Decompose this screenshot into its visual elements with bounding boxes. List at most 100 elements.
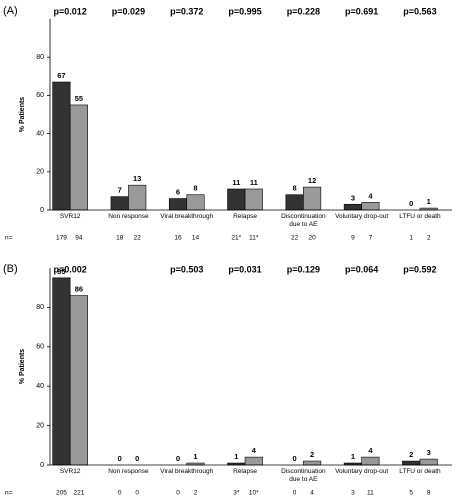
value-label: 4 <box>368 191 373 200</box>
value-label: 0 <box>135 454 139 463</box>
bar <box>168 198 188 211</box>
p-value: p=0.372 <box>170 6 203 16</box>
n-value: 10* <box>249 490 259 497</box>
n-value: 11* <box>249 235 259 242</box>
p-value: p=0.592 <box>403 264 436 274</box>
value-label: 11 <box>232 178 240 187</box>
value-label: 95 <box>57 267 65 276</box>
x-tick-label: Voluntary drop-out <box>335 468 389 475</box>
value-label: 8 <box>293 184 297 193</box>
bar <box>361 456 380 466</box>
value-label: 2 <box>409 450 413 459</box>
value-label: 8 <box>193 184 197 193</box>
n-value: 11 <box>367 490 374 497</box>
y-tick-label: 80 <box>36 304 44 311</box>
bar <box>69 295 88 466</box>
bar <box>402 460 421 466</box>
bar <box>303 186 322 211</box>
x-tick-label: Viral breakthrough <box>160 468 214 475</box>
n-value: 4 <box>310 490 314 497</box>
n-value: 7 <box>369 235 373 242</box>
n-value: 1 <box>409 235 413 242</box>
bar <box>227 188 246 211</box>
value-label: 0 <box>176 454 180 463</box>
y-tick-label: 40 <box>36 130 44 137</box>
value-label: 0 <box>118 454 122 463</box>
x-tick-label: SVR12 <box>59 213 81 220</box>
y-tick-label: 60 <box>36 344 44 351</box>
x-tick-label: Discontinuation due to AE <box>281 468 326 483</box>
value-label: 4 <box>368 446 373 455</box>
bar <box>69 104 88 211</box>
value-label: 2 <box>310 450 314 459</box>
value-label: 55 <box>75 94 83 103</box>
panel-label: (A) <box>3 5 18 17</box>
p-value: p=0.691 <box>345 6 378 16</box>
value-label: 1 <box>193 452 197 461</box>
n-value: 9 <box>351 235 355 242</box>
p-value: p=0.129 <box>287 264 320 274</box>
bar <box>244 456 263 466</box>
x-tick-label: Relapse <box>233 213 257 220</box>
value-label: 0 <box>409 199 413 208</box>
p-value: p=0.995 <box>228 6 261 16</box>
y-tick-label: 80 <box>36 54 44 61</box>
p-value: p=0.563 <box>403 6 436 16</box>
n-value: 94 <box>75 235 83 242</box>
value-label: 1 <box>427 197 431 206</box>
p-value: p=0.503 <box>170 264 203 274</box>
p-value: p=0.064 <box>345 264 378 274</box>
y-tick-label: 60 <box>36 92 44 99</box>
value-label: 7 <box>118 186 122 195</box>
y-axis-label: % Patients <box>19 97 26 133</box>
bar <box>361 202 380 211</box>
bar <box>285 194 304 211</box>
n-value: 2 <box>427 235 431 242</box>
x-tick-label: LTFU or death <box>399 468 441 475</box>
value-label: 67 <box>57 71 65 80</box>
n-label: n= <box>5 490 13 497</box>
bar <box>52 277 71 466</box>
x-tick-label: Non response <box>108 213 149 220</box>
n-value: 205 <box>56 490 67 497</box>
bar <box>186 194 205 211</box>
x-tick-label: Relapse <box>233 468 257 475</box>
n-value: 3 <box>351 490 355 497</box>
y-tick-label: 20 <box>36 422 44 429</box>
p-value: p=0.228 <box>287 6 320 16</box>
n-value: 16 <box>174 235 182 242</box>
value-label: 0 <box>293 454 297 463</box>
value-label: 1 <box>234 452 238 461</box>
value-label: 3 <box>427 448 431 457</box>
n-value: 3* <box>233 490 240 497</box>
y-tick-label: 40 <box>36 383 44 390</box>
p-value: p=0.029 <box>112 6 145 16</box>
n-value: 18 <box>116 235 124 242</box>
n-value: 0 <box>118 490 122 497</box>
bar <box>52 81 71 211</box>
n-value: 20 <box>308 235 316 242</box>
x-tick-label: SVR12 <box>59 468 81 475</box>
n-value: 2 <box>194 490 198 497</box>
y-tick-label: 0 <box>40 207 44 214</box>
value-label: 4 <box>252 446 257 455</box>
p-value: p=0.031 <box>228 264 261 274</box>
value-label: 13 <box>133 174 141 183</box>
n-value: 22 <box>134 235 142 242</box>
x-tick-label: LTFU or death <box>399 213 441 220</box>
y-tick-label: 0 <box>40 462 44 469</box>
p-value: p=0.012 <box>54 6 87 16</box>
value-label: 86 <box>75 285 83 294</box>
n-value: 0 <box>135 490 139 497</box>
n-value: 8 <box>427 490 431 497</box>
x-tick-label: Discontinuation due to AE <box>281 213 326 228</box>
p-value: p=0.002 <box>54 264 87 274</box>
bar <box>110 196 129 211</box>
n-value: 14 <box>192 235 200 242</box>
y-tick-label: 20 <box>36 169 44 176</box>
n-value: 0 <box>176 490 180 497</box>
value-label: 3 <box>351 193 355 202</box>
n-value: 5 <box>409 490 413 497</box>
